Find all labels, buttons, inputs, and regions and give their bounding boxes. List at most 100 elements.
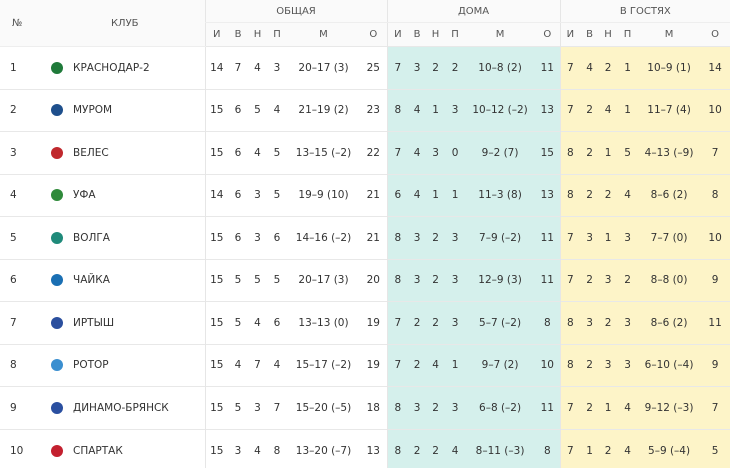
column-header: И: [559, 22, 581, 47]
stat-cell: 7: [559, 386, 581, 429]
stat-cell: 1: [426, 173, 446, 217]
stat-cell: 10–9 (1): [638, 46, 701, 89]
stat-cell: 4: [408, 88, 427, 132]
stat-cell: 3: [445, 88, 466, 132]
stat-cell: 2: [580, 386, 600, 429]
stat-cell: 8: [386, 88, 409, 132]
stat-cell: 14: [700, 46, 730, 89]
club-name: РОТОР: [73, 359, 109, 372]
stat-cell: 2: [580, 173, 600, 217]
stat-cell: 3: [408, 46, 427, 89]
stat-cell: 1: [445, 343, 466, 387]
stat-cell: 2: [426, 301, 446, 344]
stat-cell: 15: [204, 258, 228, 302]
stat-cell: 3: [248, 173, 267, 217]
club-name: КРАСНОДАР-2: [73, 61, 150, 74]
stat-cell: 18: [360, 386, 388, 429]
stat-cell: 7: [386, 301, 409, 344]
stat-cell: 5: [248, 258, 267, 302]
club-logo: [51, 61, 63, 74]
stat-cell: 9–12 (–3): [638, 386, 701, 429]
column-header: М: [287, 22, 360, 47]
stat-cell: 7–9 (–2): [465, 216, 536, 259]
stat-cell: 6–10 (–4): [638, 343, 701, 387]
position: 9: [0, 386, 45, 429]
stat-cell: 1: [617, 46, 639, 89]
stat-cell: 6: [386, 173, 409, 217]
stat-cell: 19: [360, 301, 388, 344]
column-header: П: [445, 22, 466, 47]
club-name: СПАРТАК: [73, 444, 123, 457]
column-header: Н: [426, 22, 446, 47]
stat-cell: 5: [700, 428, 730, 468]
stat-cell: 11–3 (8): [465, 173, 536, 217]
stat-cell: 2: [599, 301, 618, 344]
club-logo: [51, 316, 63, 329]
stat-cell: 1: [599, 386, 618, 429]
stat-cell: 8: [386, 428, 409, 468]
stat-cell: 7: [267, 386, 287, 429]
stat-cell: 7: [248, 343, 267, 387]
column-header: И: [204, 22, 228, 47]
stat-cell: 20–17 (3): [287, 258, 360, 302]
stat-cell: 3: [248, 386, 267, 429]
stat-cell: 15: [204, 301, 228, 344]
stat-cell: 7: [559, 88, 581, 132]
stat-cell: 15: [204, 131, 228, 174]
stat-cell: 3: [445, 216, 466, 259]
stat-cell: 10: [535, 343, 561, 387]
stat-cell: 14: [204, 46, 228, 89]
column-header: В: [580, 22, 600, 47]
group-header: ДОМА: [386, 0, 561, 23]
stat-cell: 1: [617, 88, 639, 132]
stat-cell: 11–7 (4): [638, 88, 701, 132]
stat-cell: 3: [408, 386, 427, 429]
stat-cell: 13: [535, 173, 561, 217]
stat-cell: 15–20 (–5): [287, 386, 360, 429]
stat-cell: 3: [617, 216, 639, 259]
club-cell: МУРОМ: [45, 88, 205, 132]
stat-cell: 2: [599, 46, 618, 89]
stat-cell: 3: [408, 258, 427, 302]
column-header: Н: [599, 22, 618, 47]
stat-cell: 11: [535, 258, 561, 302]
stat-cell: 4: [248, 301, 267, 344]
stat-cell: 15: [204, 88, 228, 132]
stat-cell: 10: [700, 88, 730, 132]
stat-cell: 25: [360, 46, 388, 89]
table-row: 3 ВЕЛЕС 15 6 4 5 13–15 (–2) 22 7 4 3 0 9–2 (7) 15 8 2 1 5…: [0, 131, 730, 174]
stat-cell: 3: [580, 301, 600, 344]
club-name: ДИНАМО-БРЯНСК: [73, 401, 169, 414]
stat-cell: 5: [267, 258, 287, 302]
table-row: 6 ЧАЙКА 15 5 5 5 20–17 (3) 20 8 3 2 3 12–9 (3) 11 7 2 3 2…: [0, 258, 730, 302]
club-name: МУРОМ: [73, 104, 113, 117]
table-row: 1 КРАСНОДАР-2 14 7 4 3 20–17 (3) 25 7 3 2 2 10–8 (2)…: [0, 46, 730, 89]
club-cell: ВЕЛЕС: [45, 131, 205, 174]
stat-cell: 6: [228, 88, 248, 132]
stat-cell: 2: [426, 46, 446, 89]
stat-cell: 9–7 (2): [465, 343, 536, 387]
stat-cell: 3: [617, 343, 639, 387]
club-logo: [51, 231, 63, 244]
stat-cell: 8–6 (2): [638, 173, 701, 217]
club-cell: РОТОР: [45, 343, 205, 387]
stat-cell: 1: [599, 131, 618, 174]
stat-cell: 5: [248, 88, 267, 132]
stat-cell: 3: [445, 301, 466, 344]
stat-cell: 13–15 (–2): [287, 131, 360, 174]
column-header: В: [408, 22, 427, 47]
stat-cell: 4–13 (–9): [638, 131, 701, 174]
stat-cell: 3: [580, 216, 600, 259]
stat-cell: 1: [445, 173, 466, 217]
stat-cell: 3: [445, 386, 466, 429]
club-logo: [51, 359, 63, 372]
stat-cell: 8: [559, 131, 581, 174]
club-name: ИРТЫШ: [73, 316, 115, 329]
column-header: И: [386, 22, 409, 47]
column-header: М: [465, 22, 536, 47]
stat-cell: 5–9 (–4): [638, 428, 701, 468]
club-name: УФА: [73, 189, 96, 202]
stat-cell: 4: [267, 343, 287, 387]
column-header: О: [535, 22, 561, 47]
position: 8: [0, 343, 45, 387]
